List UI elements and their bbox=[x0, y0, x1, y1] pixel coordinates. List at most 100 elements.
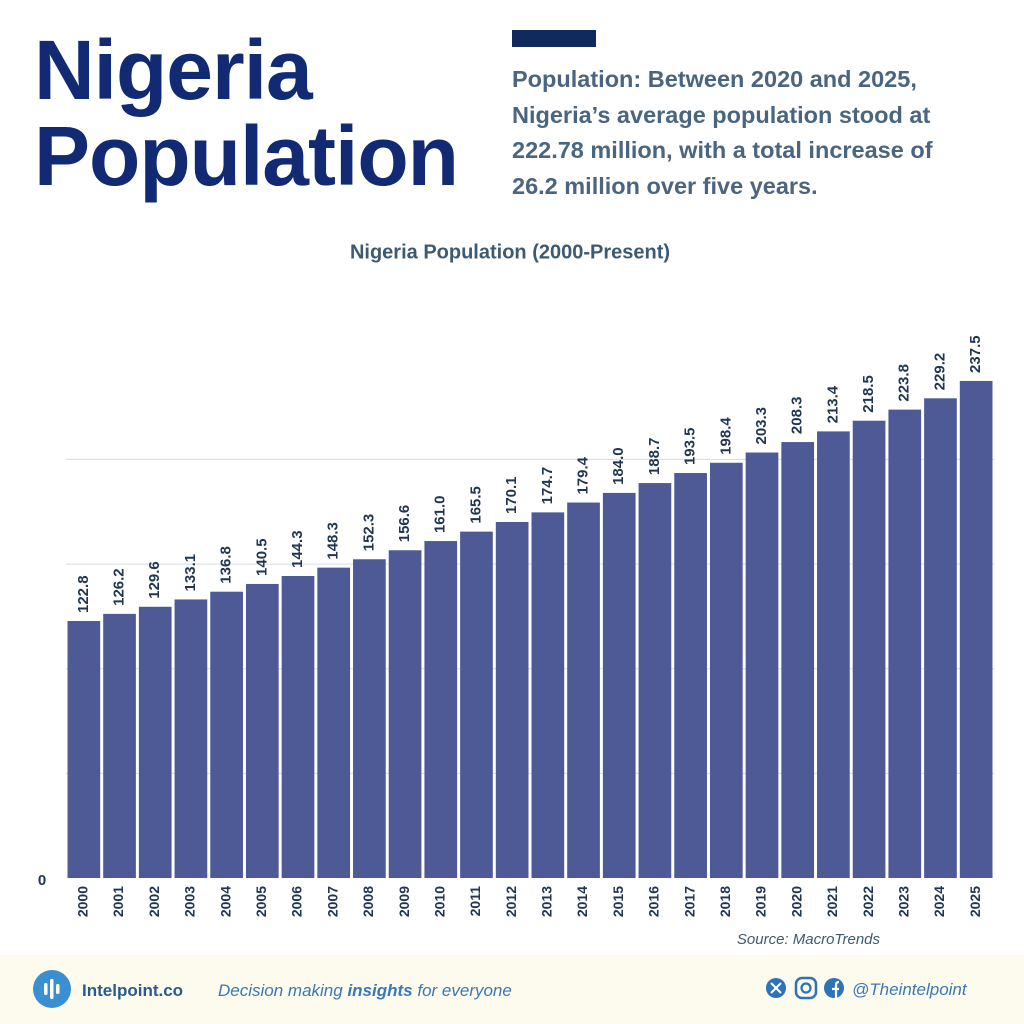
footer: Intelpoint.co Decision making insights f… bbox=[0, 955, 1024, 1024]
x-tick-label: 2000 bbox=[75, 886, 91, 917]
value-label: 140.5 bbox=[253, 538, 270, 576]
brand: Intelpoint.co bbox=[82, 981, 184, 1000]
bar bbox=[531, 512, 565, 878]
value-label: 179.4 bbox=[575, 456, 592, 494]
x-tick-label: 2025 bbox=[967, 886, 983, 917]
instagram-glyph bbox=[800, 982, 812, 994]
bar bbox=[424, 541, 458, 878]
value-label: 156.6 bbox=[396, 505, 413, 543]
description-line: Nigeria’s average population stood at bbox=[512, 101, 931, 128]
bar bbox=[138, 606, 172, 878]
description-line: 26.2 million over five years. bbox=[512, 172, 818, 199]
value-label: 144.3 bbox=[289, 530, 306, 568]
bar bbox=[888, 409, 922, 878]
value-label: 152.3 bbox=[360, 514, 377, 552]
tagline-text: for everyone bbox=[412, 981, 512, 1000]
logo-glyph bbox=[44, 983, 48, 995]
x-tick-label: 2020 bbox=[788, 886, 804, 917]
instagram-icon[interactable] bbox=[794, 976, 818, 1000]
bar bbox=[495, 522, 529, 878]
x-tick-label: 2023 bbox=[895, 886, 911, 917]
x-tick-label: 2024 bbox=[931, 886, 947, 917]
value-label: 122.8 bbox=[75, 575, 92, 613]
logo-glyph bbox=[56, 984, 60, 994]
x-tick-label: 2019 bbox=[753, 886, 769, 917]
bar bbox=[103, 613, 136, 878]
value-label: 198.4 bbox=[717, 417, 734, 455]
bar bbox=[317, 567, 351, 878]
x-tick-label: 2014 bbox=[574, 886, 590, 917]
value-label: 229.2 bbox=[931, 353, 948, 391]
tagline-emphasis: insights bbox=[347, 981, 413, 1000]
tagline-text: Decision making bbox=[218, 981, 348, 1000]
accent-bar bbox=[512, 30, 596, 47]
x-glyph bbox=[770, 982, 782, 994]
value-label: 203.3 bbox=[753, 407, 770, 445]
title-line: Population bbox=[34, 109, 459, 203]
value-label: 218.5 bbox=[860, 375, 877, 413]
bar bbox=[745, 452, 779, 878]
x-tick-label: 2006 bbox=[289, 886, 305, 917]
x-tick-label: 2008 bbox=[360, 886, 376, 917]
x-tick-label: 2003 bbox=[182, 886, 198, 917]
value-label: 165.5 bbox=[467, 486, 484, 524]
bar bbox=[210, 591, 243, 878]
facebook-glyph bbox=[832, 980, 840, 998]
y-tick-label: 0 bbox=[38, 872, 46, 889]
x-tick-label: 2022 bbox=[860, 886, 876, 917]
x-tick-label: 2016 bbox=[646, 886, 662, 917]
x-tick-label: 2012 bbox=[503, 886, 519, 917]
x-tick-label: 2015 bbox=[610, 886, 626, 917]
value-label: 136.8 bbox=[218, 546, 235, 584]
bar bbox=[388, 550, 422, 878]
value-label: 237.5 bbox=[967, 335, 984, 373]
bar bbox=[353, 559, 386, 878]
x-tick-label: 2017 bbox=[681, 886, 697, 917]
description-line: 222.78 million, with a total increase of bbox=[512, 137, 933, 163]
description: Population: Between 2020 and 2025, Niger… bbox=[512, 62, 933, 204]
bar bbox=[817, 431, 850, 878]
bar bbox=[245, 583, 279, 878]
value-label: 161.0 bbox=[432, 496, 449, 534]
value-label: 193.5 bbox=[682, 427, 699, 465]
value-label: 213.4 bbox=[824, 385, 841, 423]
bar bbox=[924, 398, 957, 878]
bar bbox=[959, 380, 993, 878]
value-label: 148.3 bbox=[325, 522, 342, 560]
bar bbox=[67, 620, 101, 878]
value-label: 184.0 bbox=[610, 447, 627, 485]
value-label: 188.7 bbox=[646, 438, 663, 476]
handle[interactable]: @Theintelpoint bbox=[852, 980, 967, 999]
chart: Nigeria Population (2000-Present) Source… bbox=[38, 241, 994, 948]
value-label: 129.6 bbox=[146, 561, 163, 599]
x-tick-label: 2007 bbox=[324, 886, 340, 917]
x-tick-label: 2002 bbox=[146, 886, 162, 917]
x-tick-label: 2005 bbox=[253, 886, 269, 917]
bar bbox=[567, 502, 600, 878]
bar bbox=[460, 531, 493, 878]
x-tick-label: 2004 bbox=[217, 886, 233, 917]
tagline: Decision making insights for everyone bbox=[218, 981, 512, 1001]
title-line: Nigeria bbox=[34, 23, 313, 117]
main-title: Nigeria Population bbox=[34, 23, 459, 203]
bar bbox=[174, 599, 208, 878]
value-label: 126.2 bbox=[111, 568, 128, 606]
x-tick-label: 2013 bbox=[539, 886, 555, 917]
chart-title: Nigeria Population (2000-Present) bbox=[350, 241, 670, 263]
footer-icons bbox=[33, 970, 844, 1008]
value-label: 208.3 bbox=[789, 397, 806, 435]
value-label: 223.8 bbox=[896, 364, 913, 402]
bar bbox=[781, 442, 815, 878]
value-label: 133.1 bbox=[182, 554, 199, 592]
bar bbox=[674, 473, 707, 878]
bar bbox=[602, 492, 636, 878]
bar bbox=[852, 420, 886, 878]
x-tick-label: 2018 bbox=[717, 886, 733, 917]
value-label: 174.7 bbox=[539, 467, 556, 505]
x-tick-label: 2021 bbox=[824, 886, 840, 917]
x-tick-label: 2011 bbox=[467, 886, 483, 917]
description-line: Population: Between 2020 and 2025, bbox=[512, 66, 917, 92]
source: Source: MacroTrends bbox=[737, 931, 881, 948]
bar bbox=[281, 576, 315, 878]
